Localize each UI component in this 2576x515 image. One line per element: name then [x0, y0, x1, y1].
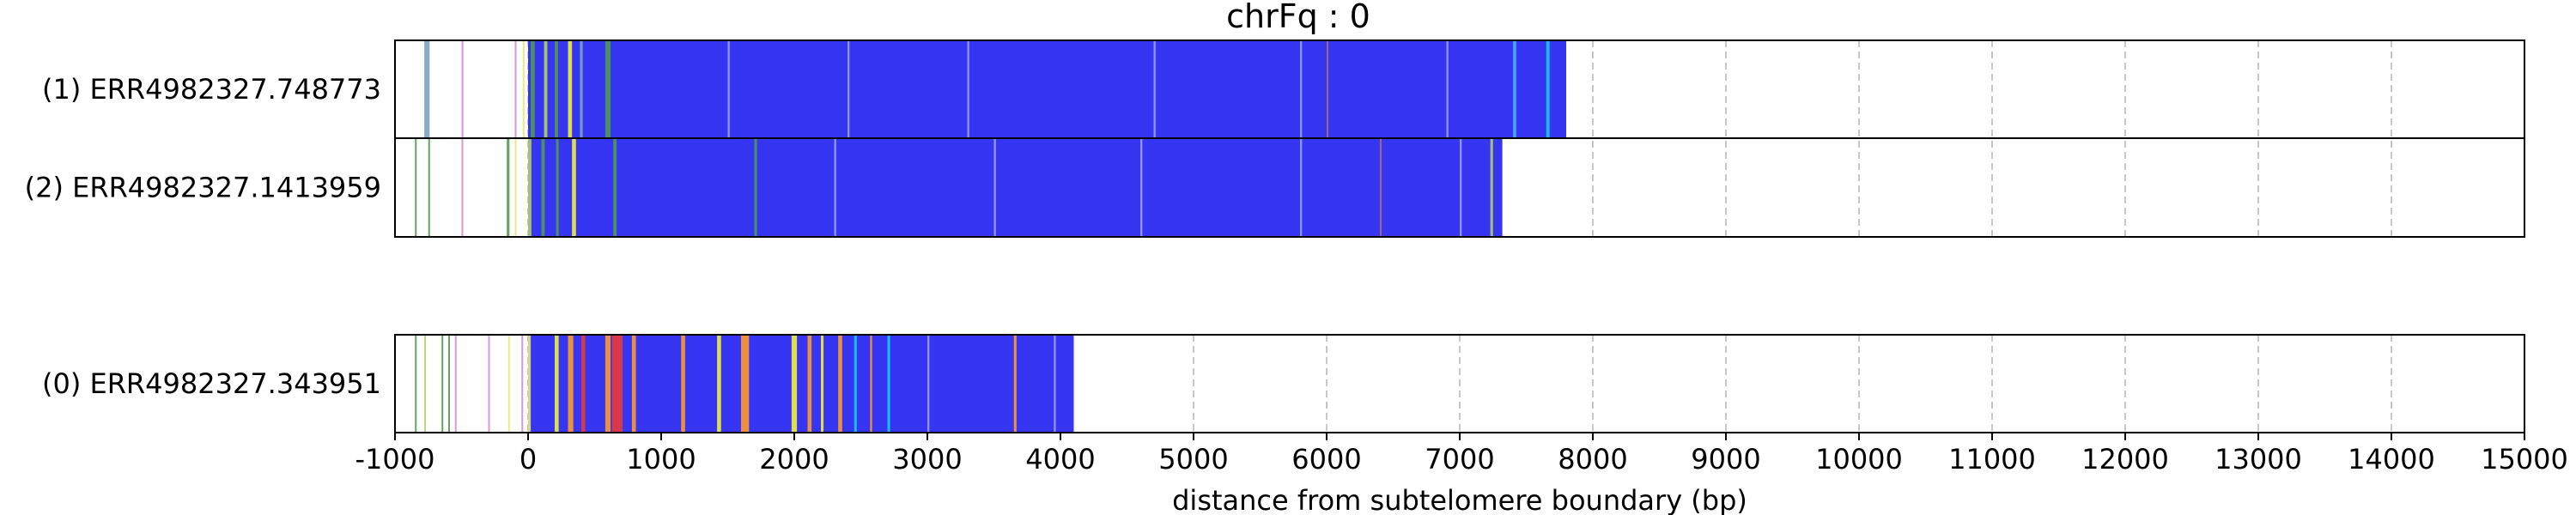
motif-mark — [854, 335, 857, 433]
x-tick-label: 11000 — [1948, 443, 2036, 476]
motif-mark — [681, 335, 685, 433]
motif-mark — [605, 335, 611, 433]
read-label: (0) ERR4982327.343951 — [42, 367, 381, 400]
motif-mark — [544, 40, 548, 138]
motif-mark — [541, 138, 545, 237]
motif-mark — [1013, 335, 1017, 433]
motif-mark — [605, 40, 611, 138]
motif-mark — [927, 335, 930, 433]
motif-mark — [568, 40, 573, 138]
motif-mark — [580, 40, 583, 138]
motif-mark — [415, 138, 417, 237]
x-tick-label: 7000 — [1425, 443, 1494, 476]
motif-mark — [993, 138, 996, 237]
x-tick-label: 1000 — [626, 443, 696, 476]
motif-mark — [1490, 138, 1493, 237]
motif-mark — [870, 335, 872, 433]
motif-mark — [821, 335, 824, 433]
x-tick-label: 8000 — [1558, 443, 1627, 476]
motif-mark — [424, 40, 430, 138]
motif-mark — [528, 335, 532, 433]
motif-mark — [415, 335, 417, 433]
motif-mark — [1300, 138, 1303, 237]
motif-mark — [741, 335, 750, 433]
motif-mark — [568, 335, 574, 433]
motif-mark — [1327, 40, 1328, 138]
motif-mark — [424, 335, 427, 433]
motif-mark — [556, 138, 559, 237]
motif-mark — [528, 138, 532, 237]
motif-mark — [531, 40, 535, 138]
chart-title: chrFq : 0 — [1226, 0, 1370, 35]
motif-mark — [834, 138, 836, 237]
x-tick-label: -1000 — [355, 443, 435, 476]
motif-mark — [848, 40, 850, 138]
motif-mark — [514, 138, 517, 237]
motif-mark — [727, 40, 730, 138]
read-tracks — [415, 40, 1566, 433]
motif-mark — [461, 138, 464, 237]
motif-mark — [555, 335, 559, 433]
motif-mark — [1460, 138, 1462, 237]
motif-mark — [791, 335, 798, 433]
motif-mark — [611, 335, 623, 433]
motif-mark — [572, 138, 576, 237]
motif-mark — [1380, 138, 1382, 237]
read-label: (1) ERR4982327.748773 — [42, 73, 381, 106]
read-bar — [528, 138, 1503, 237]
motif-mark — [461, 40, 464, 138]
x-axis-ticks: -1000 0 1000 2000 3000 4000 5000 6000 7000 8000 90… — [355, 433, 2568, 476]
motif-mark — [807, 335, 812, 433]
motif-mark — [613, 138, 617, 237]
x-tick-label: 5000 — [1158, 443, 1228, 476]
motif-mark — [581, 335, 586, 433]
motif-mark — [717, 335, 721, 433]
motif-mark — [454, 335, 457, 433]
x-tick-label: 10000 — [1815, 443, 1903, 476]
motif-mark — [507, 335, 510, 433]
x-tick-label: 14000 — [2348, 443, 2435, 476]
x-tick-label: 3000 — [892, 443, 962, 476]
motif-mark — [1513, 40, 1516, 138]
motif-mark — [754, 138, 757, 237]
motif-mark — [1300, 40, 1303, 138]
motif-mark — [441, 335, 444, 433]
motif-mark — [555, 40, 558, 138]
x-axis-label: distance from subtelomere boundary (bp) — [1172, 484, 1747, 515]
motif-mark — [1140, 138, 1143, 237]
motif-mark — [1054, 335, 1056, 433]
x-tick-label: 9000 — [1691, 443, 1760, 476]
x-tick-label: 15000 — [2481, 443, 2568, 476]
motif-mark — [887, 335, 890, 433]
read-bar — [528, 40, 1566, 138]
motif-mark — [428, 138, 430, 237]
motif-mark — [514, 40, 517, 138]
motif-mark — [967, 40, 969, 138]
motif-mark — [838, 335, 842, 433]
x-tick-label: 12000 — [2081, 443, 2169, 476]
x-tick-label: 13000 — [2215, 443, 2302, 476]
motif-mark — [521, 335, 524, 433]
motif-mark — [1546, 40, 1550, 138]
motif-mark — [1153, 40, 1156, 138]
row-labels: (1) ERR4982327.748773 (2) ERR4982327.1413… — [25, 73, 381, 400]
x-tick-label: 0 — [519, 443, 537, 476]
motif-mark — [522, 40, 525, 138]
x-tick-label: 2000 — [759, 443, 829, 476]
motif-mark — [448, 335, 450, 433]
motif-mark — [488, 335, 490, 433]
read-label: (2) ERR4982327.1413959 — [25, 172, 381, 204]
motif-mark — [507, 138, 510, 237]
x-tick-label: 6000 — [1291, 443, 1361, 476]
motif-mark — [631, 335, 636, 433]
x-tick-label: 4000 — [1025, 443, 1095, 476]
motif-mark — [1446, 40, 1449, 138]
